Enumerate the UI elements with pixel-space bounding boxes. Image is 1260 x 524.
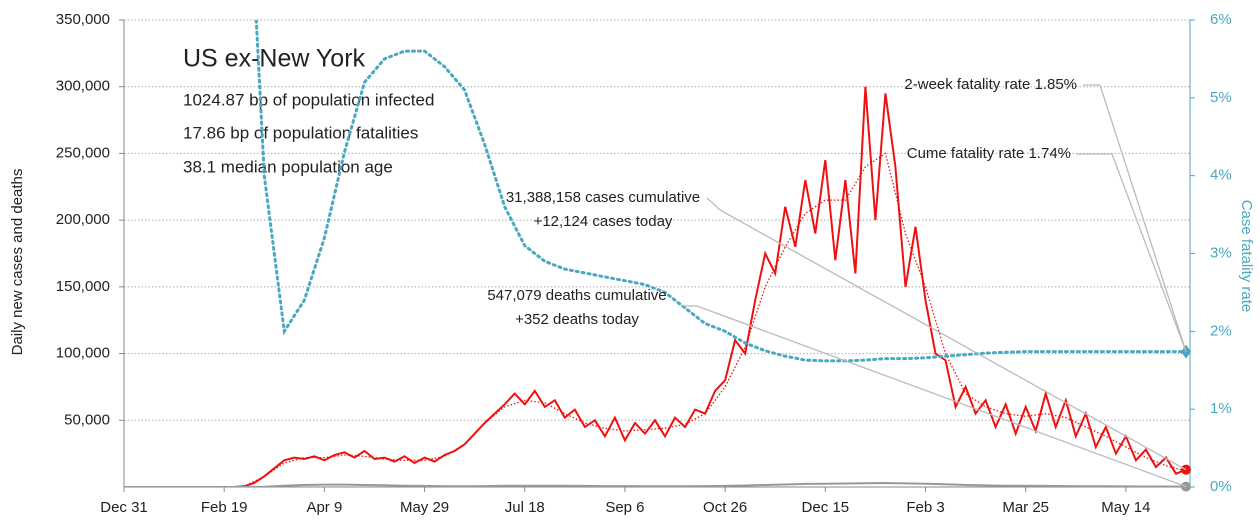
subtitle: 17.86 bp of population fatalities	[183, 123, 418, 142]
series-line	[124, 481, 1187, 487]
y-tick-label: 350,000	[56, 11, 110, 28]
subtitle: 1024.87 bp of population infected	[183, 90, 434, 109]
annotation: 547,079 deaths cumulative	[487, 287, 666, 304]
x-tick-label: May 29	[400, 499, 449, 516]
x-tick-label: Sep 6	[605, 499, 644, 516]
y-tick-label: 300,000	[56, 78, 110, 95]
x-tick-label: Feb 3	[906, 499, 944, 516]
y2-tick-label: 3%	[1210, 244, 1232, 261]
y-tick-label: 250,000	[56, 144, 110, 161]
annotation: 2-week fatality rate 1.85%	[904, 76, 1077, 93]
x-tick-label: Dec 15	[802, 499, 850, 516]
y2-axis-label: Case fatality rate	[1238, 200, 1255, 313]
y2-tick-label: 2%	[1210, 322, 1232, 339]
leader-line	[1083, 84, 1187, 352]
x-tick-label: Apr 9	[306, 499, 342, 516]
y-tick-label: 50,000	[64, 411, 110, 428]
series-line	[124, 86, 1187, 487]
annotation: 31,388,158 cases cumulative	[506, 189, 700, 206]
y-tick-label: 100,000	[56, 345, 110, 362]
annotation: +352 deaths today	[515, 311, 639, 328]
subtitle: 38.1 median population age	[183, 157, 393, 176]
x-tick-label: Mar 25	[1002, 499, 1049, 516]
y2-tick-label: 0%	[1210, 478, 1232, 495]
y2-tick-label: 6%	[1210, 11, 1232, 28]
x-tick-label: May 14	[1101, 499, 1150, 516]
x-tick-label: Oct 26	[703, 499, 747, 516]
x-tick-label: Feb 19	[201, 499, 248, 516]
leader-line	[706, 197, 1187, 471]
chart-title: US ex-New York	[183, 45, 366, 73]
series-line	[254, 20, 1188, 363]
annotation: +12,124 cases today	[534, 213, 673, 230]
y-tick-label: 150,000	[56, 278, 110, 295]
y2-tick-label: 5%	[1210, 89, 1232, 106]
annotation: Cume fatality rate 1.74%	[907, 145, 1071, 162]
x-tick-label: Jul 18	[505, 499, 545, 516]
y-tick-label: 200,000	[56, 211, 110, 228]
x-tick-label: Dec 31	[100, 499, 148, 516]
leader-line	[681, 305, 1187, 488]
y-axis-label: Daily new cases and deaths	[9, 169, 26, 356]
series-line	[124, 152, 1187, 487]
leader-line	[1077, 153, 1187, 352]
y2-tick-label: 1%	[1210, 400, 1232, 417]
y2-tick-label: 4%	[1210, 167, 1232, 184]
